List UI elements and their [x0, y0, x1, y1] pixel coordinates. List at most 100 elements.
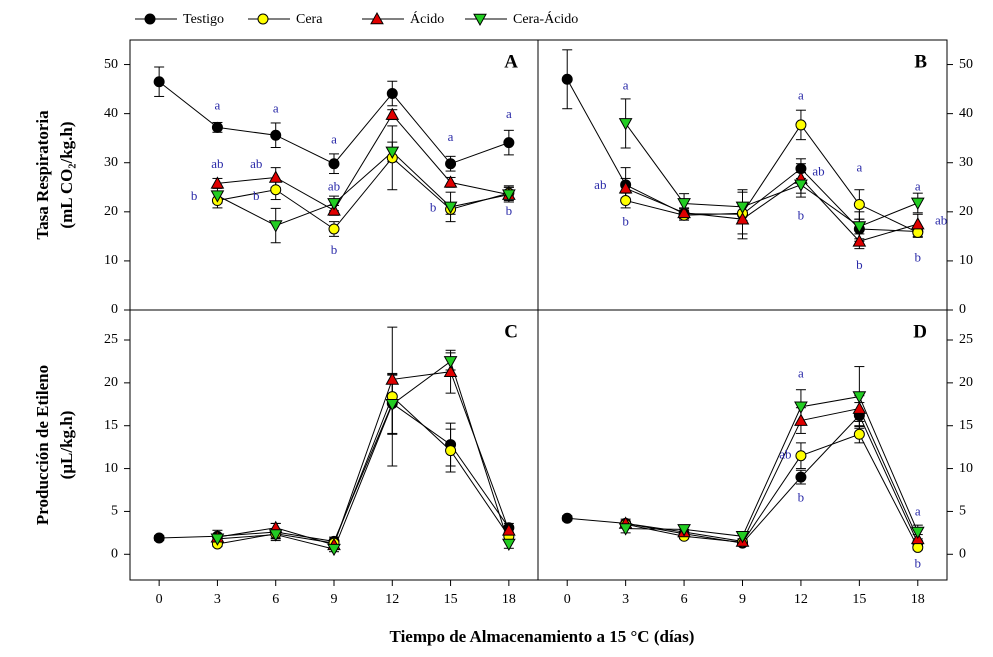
marker — [561, 512, 573, 524]
marker — [270, 129, 282, 141]
y-tick-label: 30 — [104, 155, 118, 170]
series-line — [217, 113, 509, 212]
marker — [473, 13, 487, 27]
annotation: b — [915, 249, 922, 264]
annotation: b — [331, 242, 338, 257]
x-tick-label: 0 — [564, 592, 571, 607]
marker — [910, 526, 925, 540]
marker — [620, 195, 632, 207]
marker — [270, 184, 282, 196]
marker — [443, 175, 458, 188]
marker — [385, 146, 400, 159]
annotation: ab — [250, 156, 262, 171]
annotation: a — [798, 87, 804, 102]
annotation: ab — [328, 178, 340, 193]
marker — [443, 201, 458, 214]
y-tick-label: 0 — [959, 547, 966, 562]
annotation: b — [856, 257, 863, 272]
marker — [503, 137, 515, 149]
marker — [153, 76, 165, 88]
y-tick-label: 0 — [111, 302, 118, 317]
marker — [502, 538, 516, 552]
y-axis-label: Producción de Etileno — [33, 365, 52, 525]
panel-label: A — [504, 51, 518, 72]
marker — [561, 73, 573, 85]
legend-label: Testigo — [183, 12, 224, 27]
y-axis-label: Tasa Respiratoria — [33, 110, 52, 240]
y-tick-label: 25 — [959, 332, 973, 347]
marker — [502, 189, 516, 202]
panel-label: D — [913, 321, 927, 342]
y-tick-label: 0 — [959, 302, 966, 317]
y-axis-label: (mL CO₂/kg.h) — [57, 121, 76, 228]
y-tick-label: 20 — [959, 375, 973, 390]
marker — [385, 107, 400, 120]
marker — [268, 529, 283, 542]
annotation: ab — [594, 177, 606, 192]
annotation: a — [915, 503, 921, 518]
y-tick-label: 10 — [104, 253, 118, 268]
plot-frame — [129, 39, 539, 311]
x-tick-label: 9 — [739, 592, 746, 607]
annotation: b — [798, 490, 805, 505]
marker — [327, 198, 341, 211]
x-tick-label: 3 — [622, 592, 629, 607]
marker — [852, 234, 867, 247]
series-line — [625, 433, 919, 548]
series-line — [217, 371, 510, 546]
x-tick-label: 0 — [156, 592, 163, 607]
y-tick-label: 10 — [104, 461, 118, 476]
panel-label: C — [504, 321, 518, 342]
annotation: b — [430, 199, 437, 214]
marker — [795, 450, 807, 462]
plot-frame — [537, 39, 948, 311]
y-tick-label: 15 — [104, 418, 118, 433]
marker — [794, 401, 808, 414]
marker — [445, 445, 457, 457]
y-tick-label: 50 — [104, 57, 118, 72]
annotation: a — [798, 365, 804, 380]
x-tick-label: 9 — [331, 592, 338, 607]
series-line — [159, 402, 510, 542]
x-tick-label: 6 — [681, 592, 688, 607]
annotation: b — [506, 203, 513, 218]
annotation: a — [915, 178, 921, 193]
marker — [735, 530, 750, 544]
y-tick-label: 15 — [959, 418, 973, 433]
marker — [795, 471, 807, 483]
marker — [443, 356, 458, 369]
legend-label: Ácido — [410, 10, 444, 27]
series-line — [625, 408, 919, 542]
x-tick-label: 15 — [444, 592, 458, 607]
marker — [618, 181, 633, 194]
marker — [385, 372, 400, 385]
marker — [853, 428, 865, 440]
marker — [328, 158, 340, 170]
series-line — [625, 177, 918, 242]
marker — [268, 220, 283, 233]
marker — [618, 523, 633, 536]
series-line — [217, 151, 509, 227]
annotation: b — [191, 188, 198, 203]
annotation: a — [448, 129, 454, 144]
annotation: b — [253, 188, 260, 203]
marker — [677, 524, 691, 537]
marker — [210, 190, 225, 203]
marker — [852, 221, 867, 234]
y-tick-label: 30 — [959, 155, 973, 170]
annotation: a — [856, 160, 862, 175]
y-tick-label: 5 — [959, 504, 966, 519]
x-tick-label: 12 — [385, 592, 399, 607]
series-line — [217, 157, 509, 230]
y-tick-label: 40 — [959, 106, 973, 121]
annotation: a — [215, 97, 221, 112]
legend-label: Cera-Ácido — [513, 10, 578, 27]
marker — [910, 217, 925, 230]
marker — [153, 532, 165, 544]
marker — [677, 205, 691, 219]
marker — [794, 179, 808, 192]
marker — [370, 11, 384, 25]
x-tick-label: 18 — [911, 592, 925, 607]
annotation: a — [506, 106, 512, 121]
